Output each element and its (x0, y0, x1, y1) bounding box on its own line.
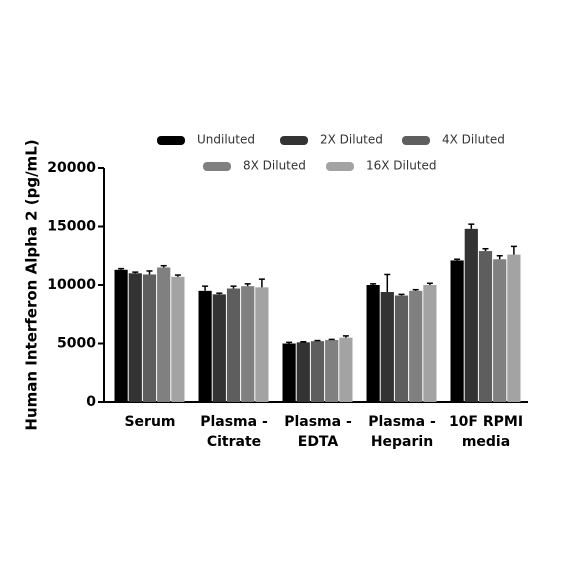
legend-swatch (280, 136, 308, 145)
bar (128, 273, 142, 402)
bar (409, 290, 423, 402)
error-bar (258, 278, 265, 288)
y-tick-label: 10000 (47, 277, 96, 293)
error-bar (118, 267, 125, 270)
error-bar (398, 293, 405, 296)
bar (325, 339, 339, 402)
legend-swatch (203, 162, 231, 171)
error-bar (342, 335, 349, 338)
bar (296, 342, 310, 402)
legend-swatch (157, 136, 185, 145)
y-axis-title: Human Interferon Alpha 2 (pg/mL) (23, 139, 41, 430)
bar (142, 274, 157, 402)
bar (380, 292, 394, 402)
x-tick-label: Plasma -EDTA (284, 414, 352, 450)
error-bar (202, 285, 209, 291)
bar (423, 285, 437, 402)
error-bar (412, 288, 419, 291)
error-bar (510, 245, 517, 255)
y-tick-label: 0 (86, 394, 96, 410)
legend-label: 16X Diluted (366, 159, 437, 173)
error-bar (496, 255, 503, 260)
error-bar (370, 283, 377, 285)
bar (255, 287, 269, 402)
legend-label: 8X Diluted (243, 159, 306, 173)
error-bar (426, 282, 433, 285)
x-tick-label: Plasma -Citrate (200, 414, 268, 450)
error-bar (454, 258, 461, 261)
bar (366, 285, 380, 402)
legend-label: Undiluted (197, 133, 255, 147)
y-tick-label: 5000 (57, 336, 96, 352)
bar (339, 337, 353, 402)
error-bar (482, 247, 489, 252)
bar (394, 295, 409, 402)
bar (507, 254, 521, 402)
bar (114, 269, 128, 402)
bar (310, 341, 325, 402)
x-tick-label: Serum (124, 414, 175, 430)
x-tick-label: Plasma -Heparin (368, 414, 436, 450)
error-bar (146, 270, 153, 275)
error-bar (468, 223, 475, 229)
error-bar (174, 274, 181, 277)
bar (493, 259, 507, 402)
legend-label: 4X Diluted (442, 133, 505, 147)
bar (157, 267, 171, 402)
bar (450, 260, 464, 402)
bar (212, 294, 226, 402)
bar (464, 228, 478, 402)
error-bar (314, 339, 321, 342)
legend-label: 2X Diluted (320, 133, 383, 147)
error-bar (286, 341, 293, 344)
error-bar (160, 264, 167, 268)
error-bar (384, 273, 391, 293)
error-bar (230, 285, 237, 289)
error-bar (216, 292, 223, 295)
legend-swatch (402, 136, 430, 145)
error-bar (132, 271, 139, 274)
bar (241, 286, 255, 402)
error-bar (244, 283, 251, 287)
bar (171, 276, 185, 402)
bar (478, 251, 493, 402)
error-bar (328, 338, 335, 341)
legend-swatch (326, 162, 354, 171)
y-tick-label: 20000 (47, 160, 96, 176)
y-tick-label: 15000 (47, 219, 96, 235)
bar (226, 288, 241, 402)
bar (282, 343, 296, 402)
x-tick-label: 10F RPMI media (449, 414, 523, 450)
bar (198, 290, 212, 402)
error-bar (300, 340, 307, 343)
